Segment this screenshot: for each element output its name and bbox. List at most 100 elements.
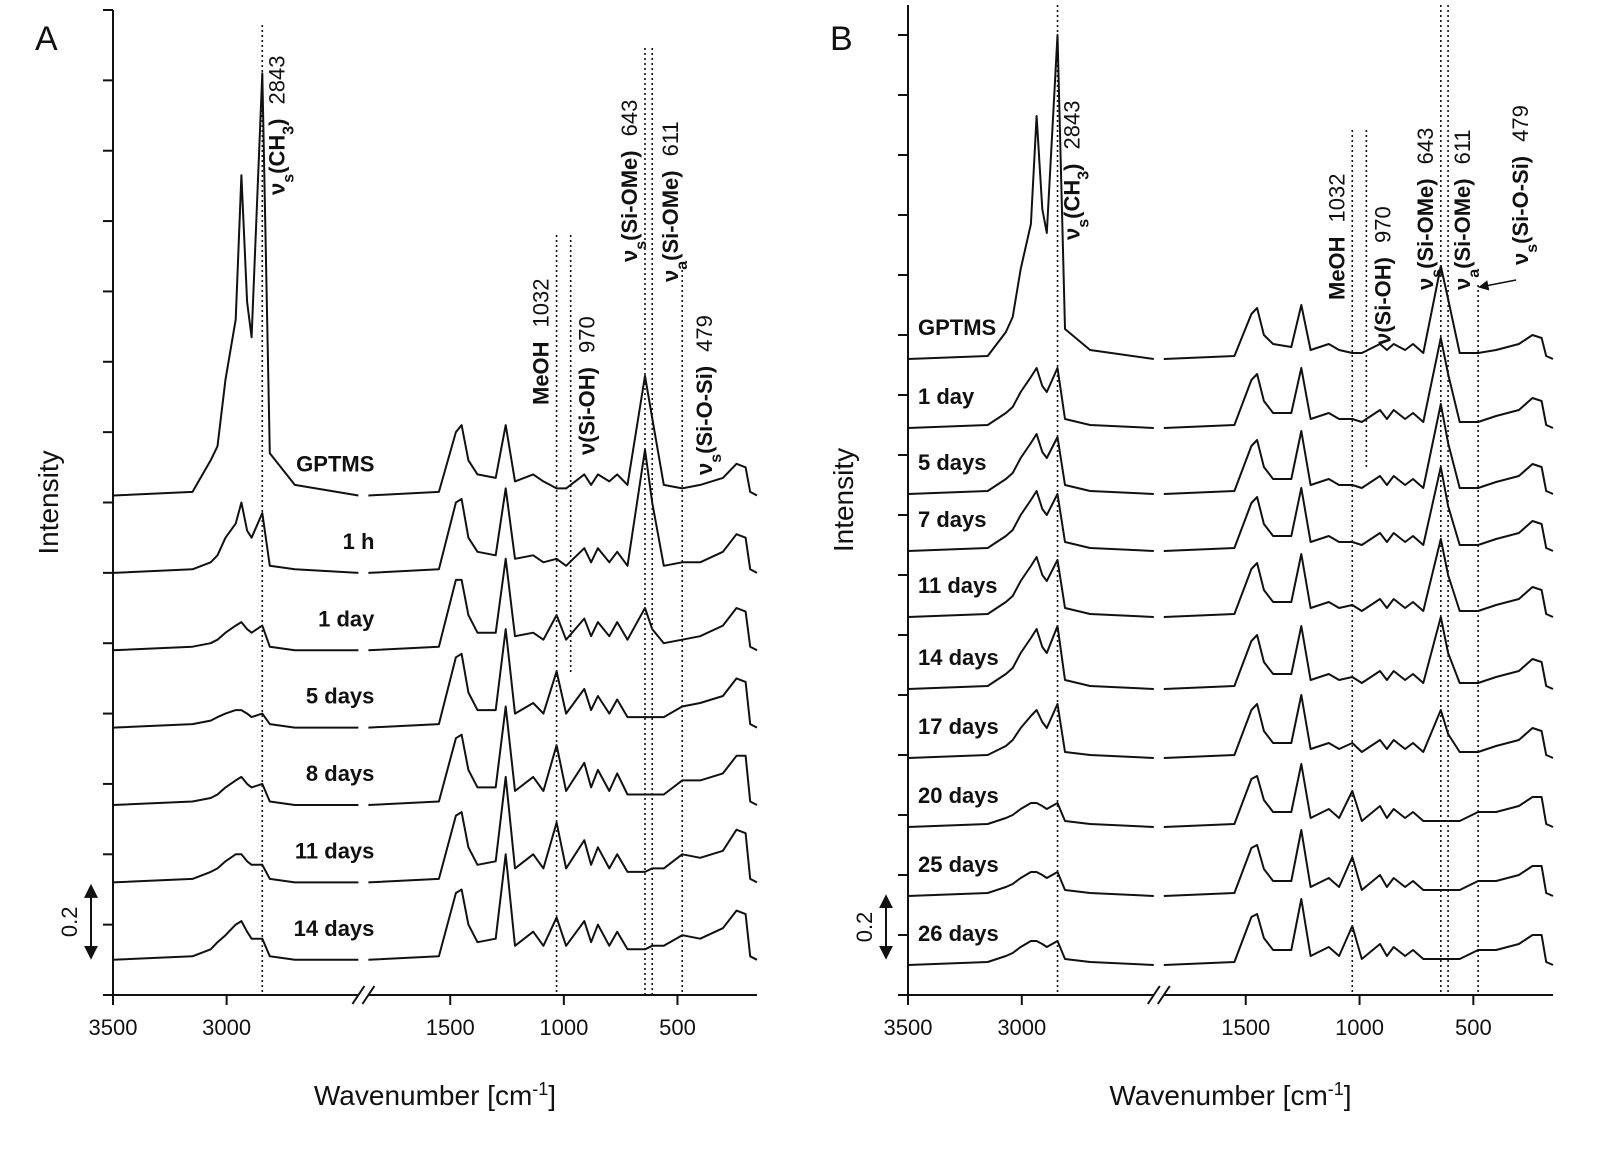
x-tick-label: 1000 (539, 1015, 588, 1040)
annotation-label-part: ν (1060, 228, 1085, 240)
series-label: 20 days (918, 783, 999, 808)
annotation-label-part: s (632, 241, 649, 250)
series-label: 1 h (343, 529, 375, 554)
annotation-value: 611 (1450, 129, 1475, 164)
spectrum-line (907, 538, 1554, 618)
annotation-value: 1032 (1324, 173, 1349, 222)
annotation-label-part: (CH (264, 135, 289, 174)
x-axis-title: Wavenumber [cm-1] (1109, 1079, 1351, 1111)
series-label: 14 days (294, 916, 375, 941)
annotation-label: ν(Si-OH) 970 (1370, 206, 1395, 345)
annotation-label-part: a (1466, 269, 1483, 278)
annotation-label: νs(CH3) 2843 (264, 56, 297, 195)
spectrum-line (112, 557, 758, 652)
annotation-label-part: ) (1060, 164, 1085, 171)
annotation-label-part: 3 (280, 126, 297, 135)
annotation-label-part: a (674, 261, 691, 270)
spectrum-line (112, 448, 758, 574)
scale-bar-label: 0.2 (57, 907, 82, 938)
series-label: 25 days (918, 852, 999, 877)
annotation-value: 643 (1413, 128, 1438, 165)
annotation-label: MeOH 1032 (529, 278, 554, 405)
spectrum-line (907, 34, 1554, 360)
panel-label: A (35, 20, 58, 58)
y-axis-title: Intensity (828, 448, 859, 552)
annotation-label-part: (Si-O-Si) (1508, 156, 1533, 244)
annotation-label-part: s (280, 174, 297, 183)
annotation-value: 479 (692, 315, 717, 352)
annotation-label: νs(Si-OMe) 643 (617, 100, 650, 262)
axis-break (351, 985, 366, 1005)
annotation-value: 611 (658, 121, 683, 156)
series-label: 7 days (918, 507, 987, 532)
series-label: 5 days (918, 450, 987, 475)
spectrum-line (907, 898, 1554, 966)
series-label: 17 days (918, 714, 999, 739)
x-axis-title-part: -1 (1328, 1079, 1344, 1099)
annotation-label-part: s (1075, 219, 1092, 228)
x-tick-label: 3000 (202, 1015, 251, 1040)
annotation-label-part: ν (658, 270, 683, 282)
axis-break (1146, 985, 1161, 1005)
annotation-value: 970 (575, 316, 600, 353)
x-tick-label: 1000 (1335, 1015, 1384, 1040)
series-label: 8 days (306, 761, 375, 786)
annotation-label-part: ν (1413, 278, 1438, 290)
series-label: 1 day (318, 606, 375, 631)
annotation-label: νs(Si-O-Si) 479 (1508, 105, 1541, 265)
spectrum-line (907, 829, 1554, 897)
annotation-label-part: (Si-OMe) (1450, 178, 1475, 268)
spectrum-line (907, 694, 1554, 759)
annotation-arrow (1478, 279, 1517, 291)
x-tick-label: 500 (659, 1015, 696, 1040)
series-label: 5 days (306, 684, 375, 709)
annotation-label: νa(Si-OMe) 611 (658, 121, 691, 282)
x-axis-title-part: Wavenumber [cm (314, 1080, 532, 1111)
x-axis-title-part: ] (548, 1080, 556, 1111)
x-axis-title-part: -1 (532, 1079, 548, 1099)
annotation-label-part: s (708, 454, 725, 463)
annotation-value: 2843 (264, 56, 289, 105)
annotation-label-part: (CH (1060, 180, 1085, 219)
x-tick-label: 1500 (1221, 1015, 1270, 1040)
y-axis-title: Intensity (33, 450, 64, 554)
series-label: 14 days (918, 645, 999, 670)
annotation-label-part: (Si-OMe) (1413, 178, 1438, 268)
spectrum-line (112, 628, 758, 729)
panel-label: B (830, 20, 853, 58)
annotation-label-part: (Si-OMe) (658, 170, 683, 260)
axis-break (1156, 985, 1171, 1005)
annotation-label-part: ν (1450, 278, 1475, 290)
series-label: 1 day (918, 384, 975, 409)
annotation-label: νs(Si-OMe) 643 (1413, 128, 1446, 290)
annotation-label-part: ν (1508, 253, 1533, 265)
axis-break (361, 985, 376, 1005)
spectrum-line (112, 853, 758, 961)
annotation-label-part: 3 (1075, 171, 1092, 180)
series-label: 11 days (918, 573, 998, 598)
spectrum-line (112, 705, 758, 806)
spectrum-line (907, 403, 1554, 495)
annotation-label: νs(Si-O-Si) 479 (692, 315, 725, 475)
series-label: GPTMS (296, 451, 374, 476)
panel: A Intensity Wavenumber [cm-1] 3 500 3000 1500 1… (33, 9, 758, 1111)
x-axis-title: Wavenumber [cm-1] (314, 1079, 556, 1111)
scale-bar-label: 0.2 (852, 912, 877, 943)
annotation-label-part: ν(Si-OH) (1370, 257, 1395, 345)
annotation-label-part: (Si-O-Si) (692, 366, 717, 454)
annotation-label: νa(Si-OMe) 611 (1450, 129, 1483, 290)
spectrum-line (907, 616, 1554, 690)
x-tick-label: 1500 (426, 1015, 475, 1040)
annotation-label-part: ν(Si-OH) (575, 367, 600, 455)
spectrum-line (907, 337, 1554, 429)
annotation-label: MeOH 1032 (1324, 173, 1349, 300)
annotation-label-part: MeOH (1324, 236, 1349, 300)
annotation-label-part: ν (617, 250, 642, 262)
series-label: 26 days (918, 921, 999, 946)
spectrum-line (907, 466, 1554, 552)
x-axis-title-part: ] (1344, 1080, 1352, 1111)
annotation-value: 2843 (1060, 101, 1085, 150)
